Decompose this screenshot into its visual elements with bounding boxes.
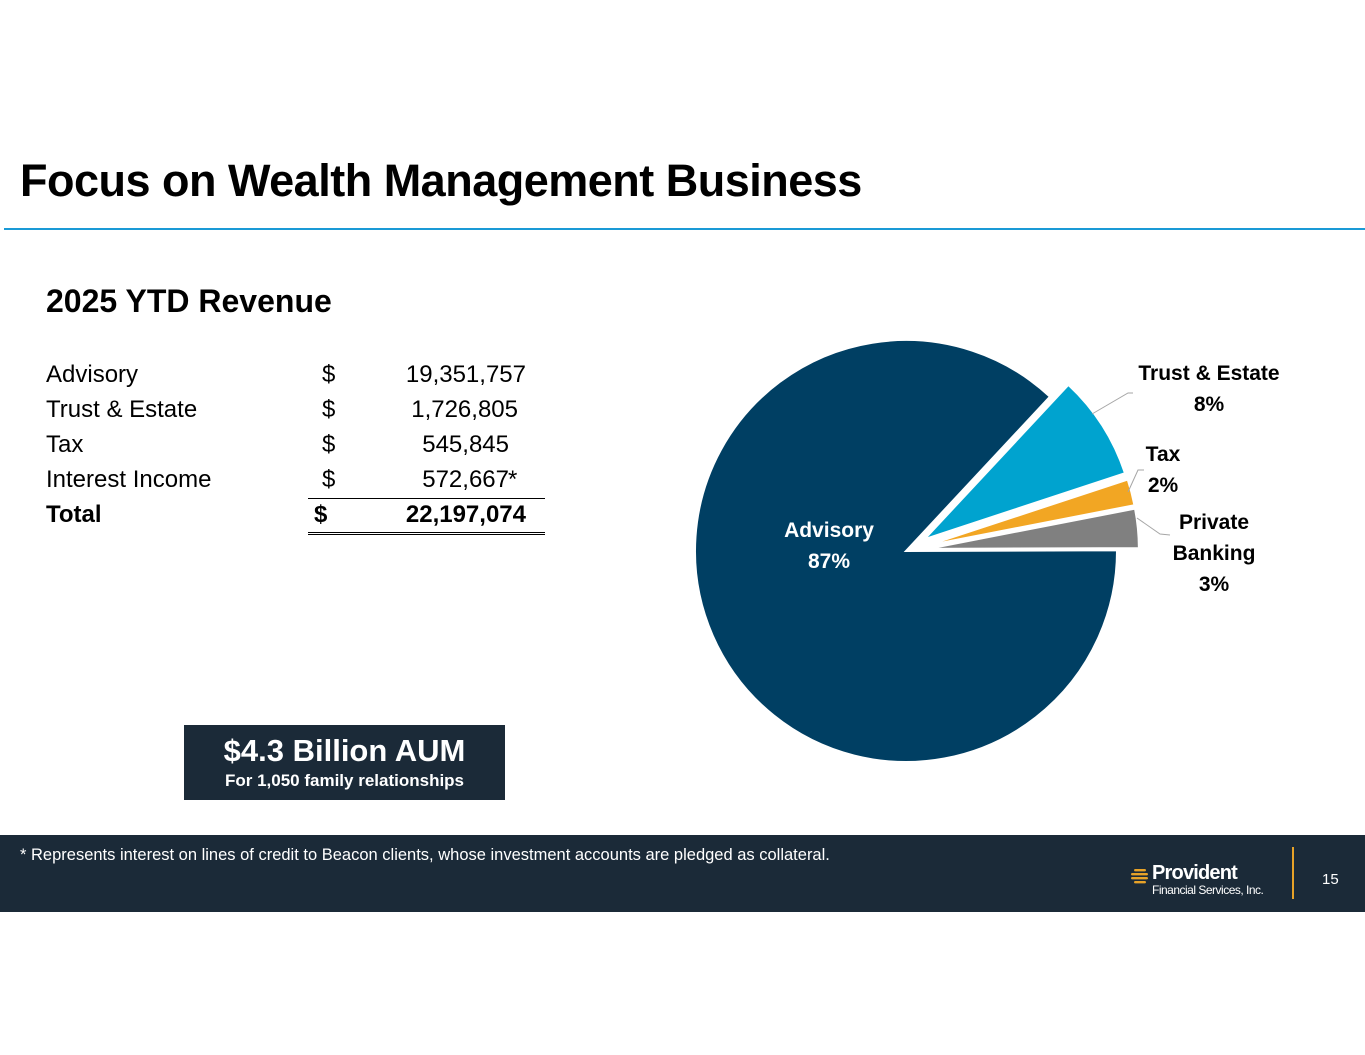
table-row: Advisory $ 19,351,757 — [46, 361, 566, 396]
slice-label-pct: 3% — [1199, 573, 1230, 596]
row-label: Advisory — [46, 361, 139, 388]
revenue-pie-chart: Advisory 87% Trust & Estate 8% Tax 2% Pr… — [694, 339, 1280, 763]
total-top-rule — [308, 498, 545, 499]
footer-bar: * Represents interest on lines of credit… — [0, 835, 1365, 912]
slice-label-name-line2: Banking — [1173, 542, 1256, 565]
row-label: Interest Income — [46, 466, 212, 493]
total-currency: $ — [314, 501, 328, 528]
slice-label-pct: 8% — [1194, 393, 1225, 416]
leader-line-trust-estate — [1091, 392, 1133, 415]
aum-headline: $4.3 Billion AUM — [223, 733, 466, 768]
table-row-total: Total $ 22,197,074 — [46, 501, 566, 536]
provident-logo: Provident Financial Services, Inc. — [1130, 862, 1290, 899]
row-currency: $ — [322, 361, 336, 388]
pie-slice-private-banking — [927, 507, 1140, 550]
page-number: 15 — [1322, 871, 1339, 888]
row-note: * — [508, 466, 518, 493]
logo-subtitle: Financial Services, Inc. — [1152, 883, 1264, 897]
slice-label-pct: 2% — [1148, 474, 1179, 497]
slice-label-pct: 87% — [808, 550, 850, 573]
slice-label-name: Private — [1179, 511, 1249, 534]
table-row: Interest Income $ 572,667 * — [46, 466, 566, 501]
page-title: Focus on Wealth Management Business — [20, 155, 862, 206]
row-currency: $ — [322, 431, 336, 458]
row-label: Trust & Estate — [46, 396, 198, 423]
row-amount: 19,351,757 — [405, 361, 526, 388]
leader-line-private-banking — [1136, 517, 1171, 536]
revenue-subtitle: 2025 YTD Revenue — [46, 283, 332, 319]
aum-subline: For 1,050 family relationships — [224, 771, 465, 790]
row-currency: $ — [322, 466, 336, 493]
aum-callout: $4.3 Billion AUM For 1,050 family relati… — [184, 725, 505, 800]
row-label: Tax — [46, 431, 84, 458]
table-row: Tax $ 545,845 — [46, 431, 566, 466]
footer-divider — [1292, 847, 1294, 899]
provident-sun-icon — [1131, 869, 1148, 884]
table-row: Trust & Estate $ 1,726,805 — [46, 396, 566, 431]
slice-label-name: Trust & Estate — [1138, 362, 1279, 385]
row-amount: 1,726,805 — [411, 396, 518, 423]
leader-line-tax — [1127, 469, 1144, 493]
revenue-table: Advisory $ 19,351,757 Trust & Estate $ 1… — [46, 361, 566, 536]
row-amount: 572,667 — [422, 466, 509, 493]
row-amount: 545,845 — [422, 431, 509, 458]
slice-label-name: Advisory — [784, 519, 874, 542]
row-currency: $ — [322, 396, 336, 423]
title-divider — [4, 228, 1365, 230]
total-label: Total — [46, 501, 102, 528]
logo-name: Provident — [1152, 862, 1238, 884]
pie-slice-advisory — [694, 339, 1119, 763]
slice-label-name: Tax — [1146, 443, 1181, 466]
pie-slice-tax — [926, 478, 1136, 547]
footnote-text: * Represents interest on lines of credit… — [20, 846, 830, 864]
total-double-underline — [308, 532, 545, 535]
total-amount: 22,197,074 — [405, 501, 526, 528]
pie-slice-trust-estate — [923, 383, 1127, 541]
